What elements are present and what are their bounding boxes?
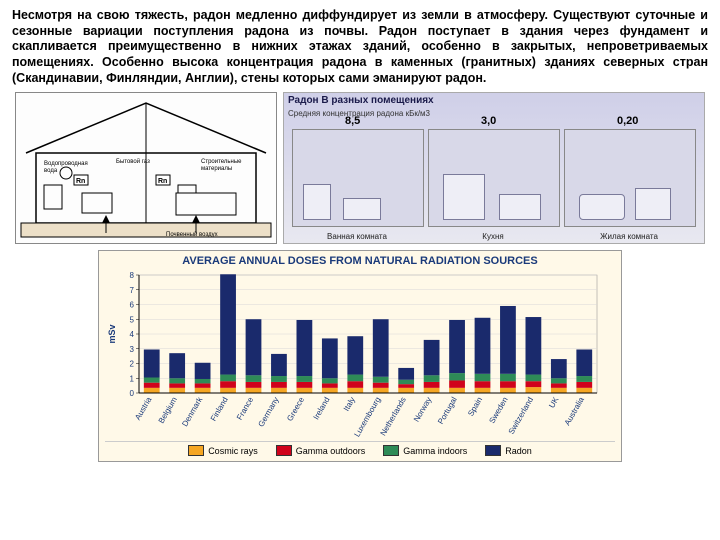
svg-text:Austria: Austria bbox=[133, 395, 154, 422]
svg-text:2: 2 bbox=[130, 360, 135, 369]
svg-text:6: 6 bbox=[130, 301, 135, 310]
svg-text:0: 0 bbox=[130, 389, 135, 398]
svg-text:Rn: Rn bbox=[158, 178, 167, 185]
svg-text:вода: вода bbox=[44, 168, 58, 174]
svg-text:UK: UK bbox=[547, 395, 561, 410]
intro-paragraph: Несмотря на свою тяжесть, радон медленно… bbox=[12, 8, 708, 86]
svg-text:1: 1 bbox=[130, 374, 135, 383]
diagrams-row: Водопроводная вода Бытовой газ Строитель… bbox=[12, 92, 708, 244]
svg-text:Germany: Germany bbox=[256, 396, 280, 429]
svg-text:Greece: Greece bbox=[285, 395, 306, 423]
svg-text:Denmark: Denmark bbox=[180, 395, 205, 428]
room-box bbox=[564, 129, 696, 227]
legend-label: Gamma indoors bbox=[403, 446, 467, 456]
svg-text:Rn: Rn bbox=[76, 178, 85, 185]
chart-title: AVERAGE ANNUAL DOSES FROM NATURAL RADIAT… bbox=[105, 255, 615, 267]
svg-text:Portugal: Portugal bbox=[436, 395, 459, 425]
svg-text:Spain: Spain bbox=[466, 396, 484, 418]
legend-label: Radon bbox=[505, 446, 532, 456]
legend-swatch bbox=[188, 445, 204, 456]
room-label: Кухня bbox=[428, 232, 558, 241]
legend-item: Gamma indoors bbox=[383, 445, 467, 456]
rooms-title: Радон В разных помещениях bbox=[288, 95, 434, 106]
svg-text:Ireland: Ireland bbox=[312, 396, 332, 422]
radiation-chart: 0 1 2 3 4 5 6 7 8 mSv AustriaBelgiumDenmarkFinland… bbox=[105, 269, 603, 439]
svg-text:Finland: Finland bbox=[209, 396, 230, 423]
svg-text:Switzerland: Switzerland bbox=[507, 396, 535, 436]
svg-text:Australia: Australia bbox=[563, 395, 587, 427]
svg-text:Belgium: Belgium bbox=[157, 395, 179, 425]
svg-text:Netherlands: Netherlands bbox=[379, 396, 408, 438]
svg-text:mSv: mSv bbox=[107, 325, 117, 344]
house-svg: Водопроводная вода Бытовой газ Строитель… bbox=[16, 93, 274, 241]
svg-text:4: 4 bbox=[130, 330, 135, 339]
room-value: 0,20 bbox=[617, 115, 638, 127]
legend-label: Gamma outdoors bbox=[296, 446, 366, 456]
legend-swatch bbox=[276, 445, 292, 456]
svg-text:7: 7 bbox=[130, 286, 135, 295]
svg-text:материалы: материалы bbox=[201, 166, 232, 172]
legend-label: Cosmic rays bbox=[208, 446, 258, 456]
room-label: Ванная комната bbox=[292, 232, 422, 241]
room-value: 8,5 bbox=[345, 115, 360, 127]
svg-text:5: 5 bbox=[130, 315, 135, 324]
legend-swatch bbox=[485, 445, 501, 456]
legend-swatch bbox=[383, 445, 399, 456]
label-water: Водопроводная bbox=[44, 161, 88, 167]
label-gas: Бытовой газ bbox=[116, 158, 150, 165]
legend-item: Radon bbox=[485, 445, 532, 456]
svg-text:3: 3 bbox=[130, 345, 135, 354]
house-diagram: Водопроводная вода Бытовой газ Строитель… bbox=[15, 92, 277, 244]
rooms-diagram: Радон В разных помещениях Средняя концен… bbox=[283, 92, 705, 244]
room-label: Жилая комната bbox=[564, 232, 694, 241]
svg-text:Sweden: Sweden bbox=[487, 396, 509, 426]
svg-text:8: 8 bbox=[130, 271, 135, 280]
svg-text:Italy: Italy bbox=[342, 396, 357, 413]
legend-item: Cosmic rays bbox=[188, 445, 258, 456]
room-box bbox=[428, 129, 560, 227]
svg-text:Norway: Norway bbox=[412, 396, 433, 424]
label-soil: Почвенный воздух bbox=[166, 231, 218, 238]
room-box bbox=[292, 129, 424, 227]
chart-legend: Cosmic rays Gamma outdoors Gamma indoors Ra… bbox=[105, 441, 615, 459]
label-materials: Строительные bbox=[201, 159, 242, 165]
legend-item: Gamma outdoors bbox=[276, 445, 366, 456]
svg-text:France: France bbox=[235, 395, 256, 422]
room-value: 3,0 bbox=[481, 115, 496, 127]
chart-container: AVERAGE ANNUAL DOSES FROM NATURAL RADIAT… bbox=[98, 250, 622, 462]
